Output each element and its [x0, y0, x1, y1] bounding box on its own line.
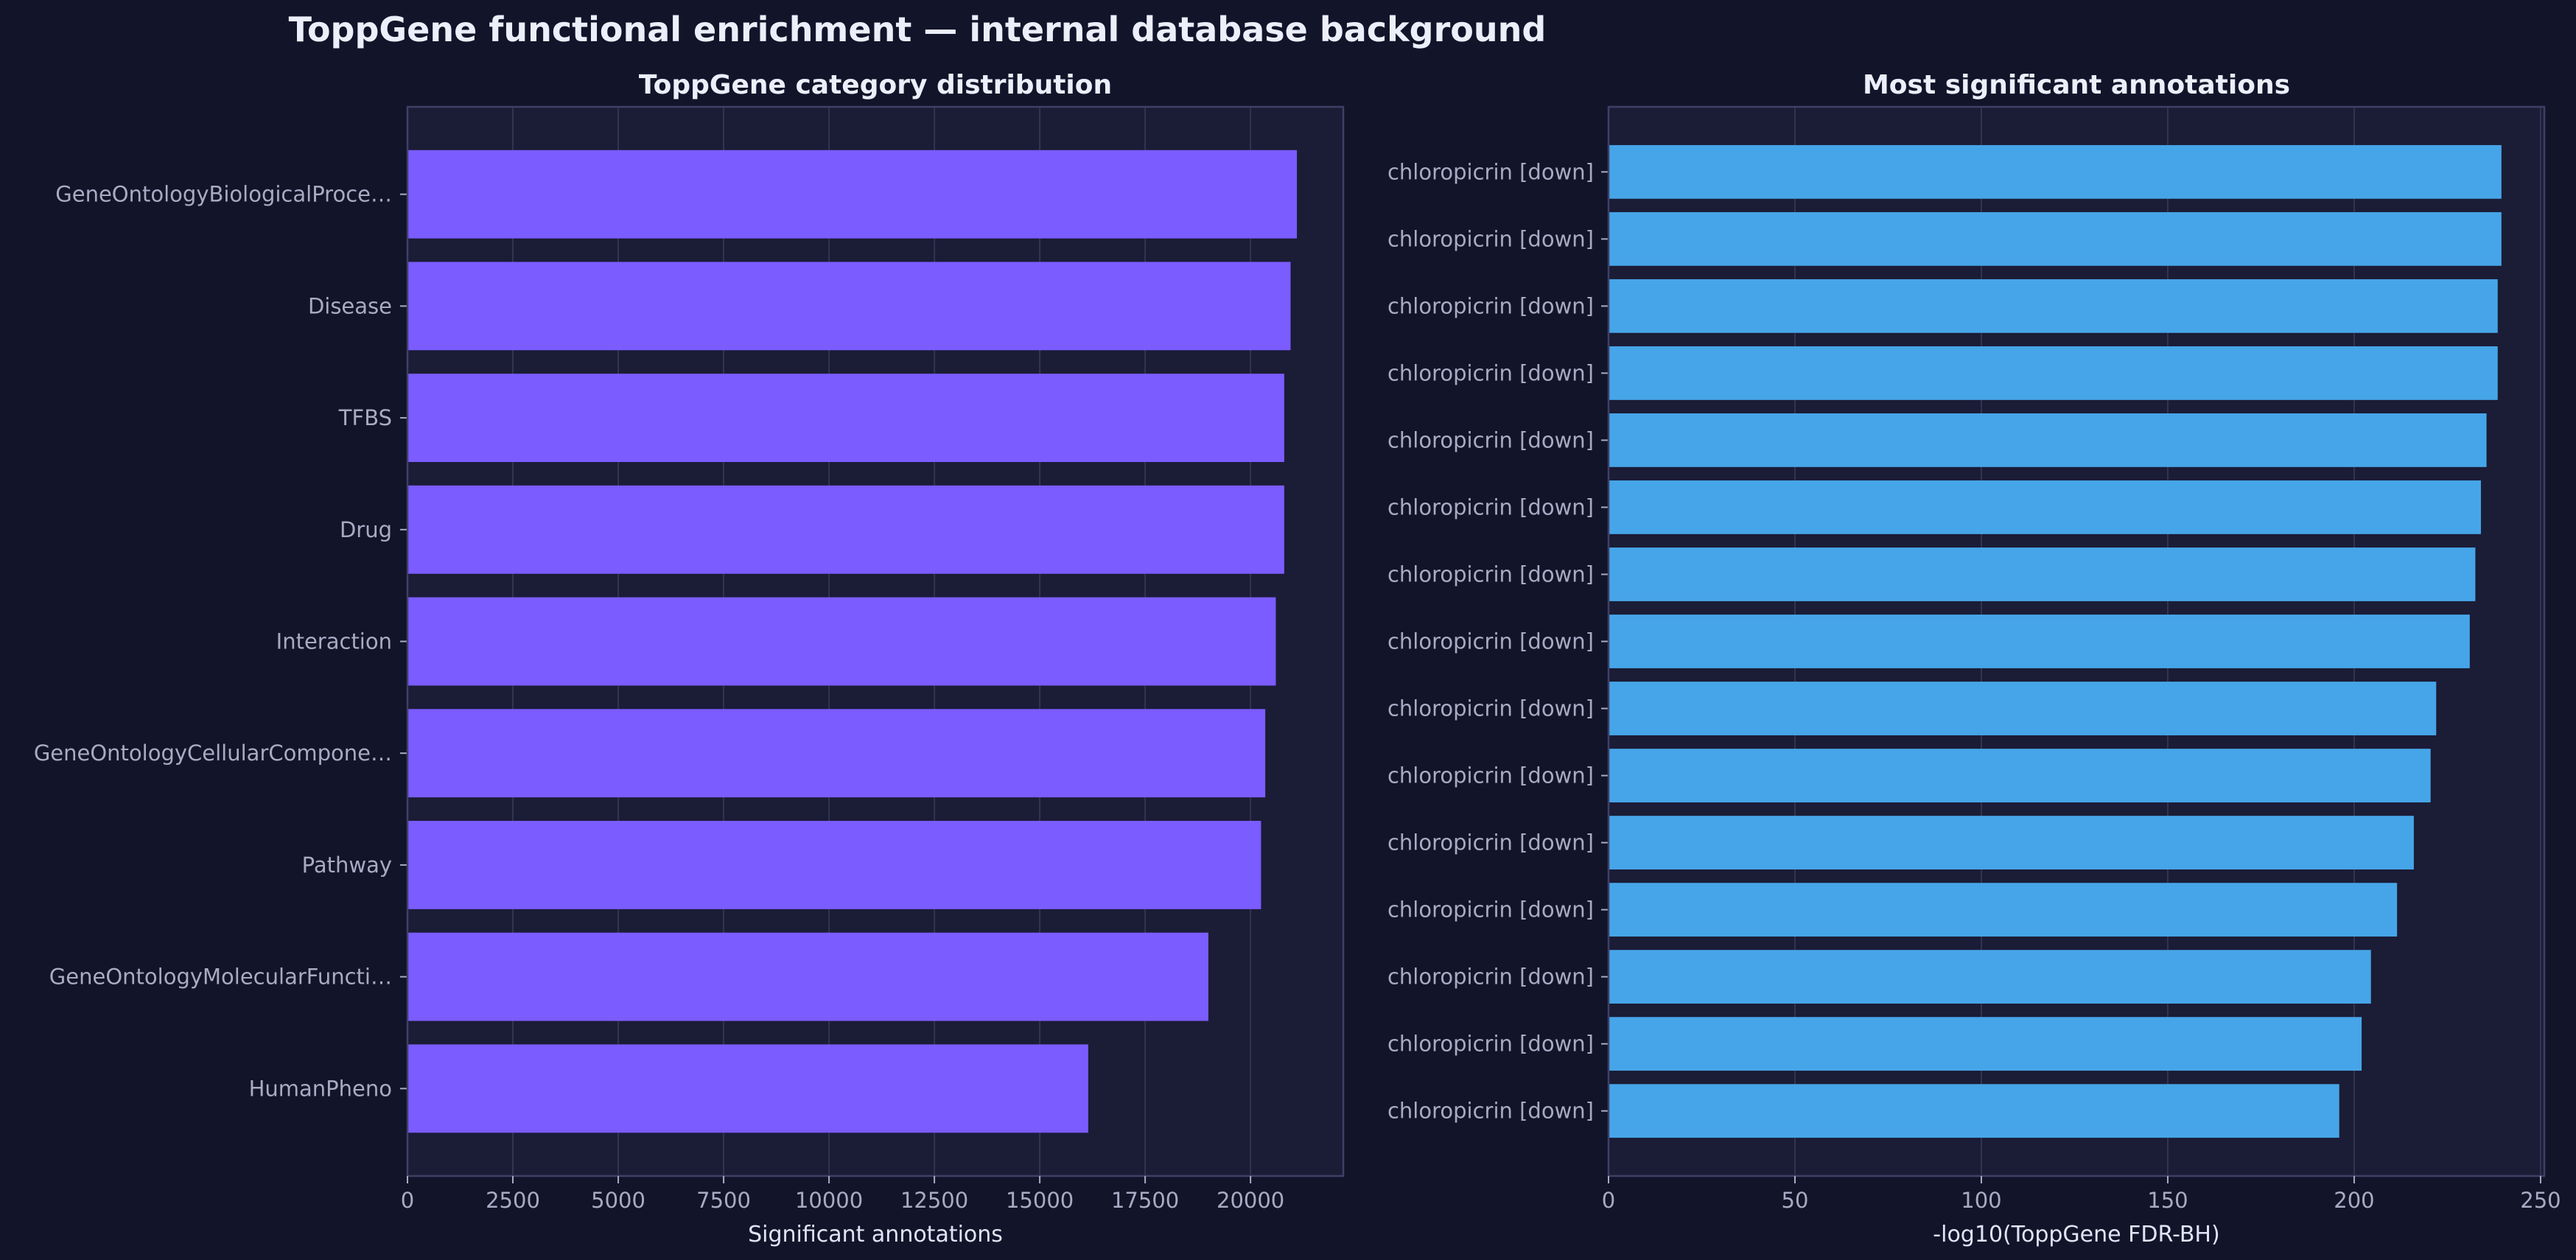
- x-tick-label: 100: [1961, 1188, 2001, 1213]
- bar: [1609, 950, 2371, 1004]
- y-tick-label: chloropicrin [down]: [1387, 226, 1594, 251]
- bar: [407, 374, 1284, 463]
- bar: [1609, 480, 2481, 534]
- x-tick-label: 250: [2520, 1188, 2561, 1213]
- chart-panel-2: chloropicrin [down] chloropicrin [down] ch…: [1387, 70, 2561, 1247]
- y-tick-label: Pathway: [302, 853, 392, 878]
- y-tick-label: chloropicrin [down]: [1387, 629, 1594, 654]
- bar: [407, 932, 1208, 1021]
- x-tick-label: 150: [2147, 1188, 2188, 1213]
- x-tick-label: 5000: [591, 1188, 645, 1213]
- x-axis-label: Significant annotations: [748, 1222, 1003, 1247]
- bar: [1609, 547, 2476, 601]
- bar: [1609, 749, 2431, 802]
- x-tick-label: 2500: [486, 1188, 540, 1213]
- y-tick-label: Interaction: [276, 629, 392, 654]
- y-tick-label: chloropicrin [down]: [1387, 696, 1594, 721]
- y-tick-label: chloropicrin [down]: [1387, 965, 1594, 990]
- bar: [1609, 883, 2398, 937]
- chart-title: Most significant annotations: [1863, 70, 2290, 100]
- y-tick-label: chloropicrin [down]: [1387, 1032, 1594, 1057]
- x-tick-label: 7500: [696, 1188, 751, 1213]
- bar: [1609, 211, 2502, 266]
- x-tick-label: 20000: [1217, 1188, 1284, 1213]
- x-axis-label: -log10(ToppGene FDR-BH): [1933, 1222, 2219, 1247]
- bar: [1609, 413, 2487, 467]
- axes-frame: [1607, 105, 2546, 1177]
- y-tick-label: chloropicrin [down]: [1387, 159, 1594, 184]
- bar: [1609, 346, 2498, 400]
- bar: [407, 485, 1284, 574]
- y-tick-label: chloropicrin [down]: [1387, 1099, 1594, 1124]
- x-tick-label: 10000: [795, 1188, 863, 1213]
- y-tick-label: chloropicrin [down]: [1387, 763, 1594, 788]
- y-tick-label: chloropicrin [down]: [1387, 561, 1594, 587]
- y-tick-label: chloropicrin [down]: [1387, 897, 1594, 923]
- figure-suptitle: ToppGene functional enrichment — interna…: [288, 10, 1547, 49]
- x-tick-label: 200: [2334, 1188, 2374, 1213]
- bar: [1609, 1084, 2339, 1138]
- x-tick-label: 0: [1602, 1188, 1615, 1213]
- y-tick-label: HumanPheno: [249, 1076, 392, 1101]
- x-tick-label: 12500: [900, 1188, 968, 1213]
- bar: [1609, 816, 2414, 869]
- y-tick-label: GeneOntologyCellularCompone…: [34, 741, 392, 766]
- bar: [1609, 615, 2470, 668]
- x-tick-label: 15000: [1006, 1188, 1074, 1213]
- bar: [407, 1044, 1088, 1133]
- y-tick-label: chloropicrin [down]: [1387, 293, 1594, 318]
- bar: [1609, 1017, 2362, 1071]
- chart-title: ToppGene category distribution: [639, 70, 1112, 100]
- y-tick-label: GeneOntologyBiologicalProce…: [55, 182, 392, 207]
- bar: [407, 709, 1266, 798]
- y-tick-label: chloropicrin [down]: [1387, 494, 1594, 519]
- x-tick-label: 0: [401, 1188, 414, 1213]
- bar: [1609, 144, 2502, 199]
- y-tick-label: chloropicrin [down]: [1387, 360, 1594, 385]
- y-tick-label: chloropicrin [down]: [1387, 427, 1594, 452]
- y-tick-label: Drug: [340, 517, 392, 542]
- y-tick-label: TFBS: [338, 405, 392, 430]
- axes-frame: [406, 105, 1345, 1177]
- bar: [407, 150, 1298, 239]
- x-tick-label: 50: [1782, 1188, 1809, 1213]
- bar: [407, 820, 1261, 909]
- y-tick-label: Disease: [308, 293, 392, 318]
- bar: [407, 262, 1291, 351]
- bar: [407, 597, 1276, 686]
- bar: [1609, 279, 2498, 333]
- chart-panel-1: GeneOntologyBiologicalProce… Disease TFBS D…: [34, 70, 1345, 1247]
- y-tick-label: chloropicrin [down]: [1387, 830, 1594, 855]
- x-tick-label: 17500: [1111, 1188, 1179, 1213]
- y-tick-label: GeneOntologyMolecularFuncti…: [49, 965, 392, 990]
- bar: [1609, 682, 2437, 735]
